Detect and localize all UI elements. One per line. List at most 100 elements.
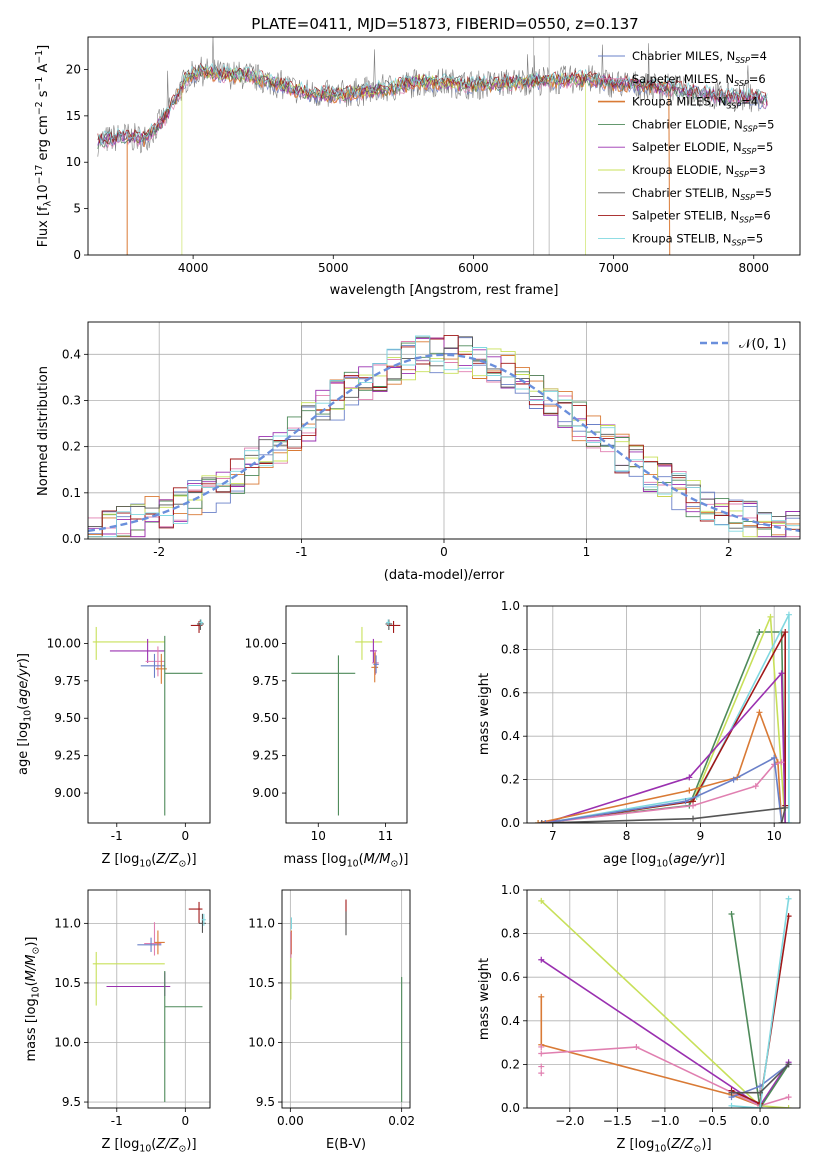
- y-tick-label: 0.2: [501, 1057, 520, 1071]
- legend-label-salpeter-miles: Salpeter MILES, NSSP=6: [632, 72, 766, 88]
- panel-residuals: -2 -1 0 1 2 0.0 0.1 0.2 0.3 0.4 𝒩(0, 1) (data-model…: [36, 321, 801, 583]
- legend-label-chabrier-miles: Chabrier MILES, NSSP=4: [632, 49, 767, 65]
- y-tick-label: 10.00: [245, 636, 279, 650]
- marker-salpeter-elodie: [538, 956, 545, 963]
- line-kroupa-miles: [537, 709, 783, 823]
- marker-salpeter-miles: [538, 1050, 545, 1057]
- x-tick-label: 0: [440, 545, 448, 559]
- x-axis-label: (data-model)/error: [384, 568, 505, 583]
- y-tick-label: 0.8: [501, 642, 520, 656]
- marker-kroupa-miles: [756, 709, 763, 716]
- model-kroupa-miles: [126, 66, 671, 255]
- y-tick-label: 0.6: [501, 970, 520, 984]
- axes-frame: [285, 605, 408, 824]
- x-axis-label: Z [log10(Z/Z⊙)]: [101, 1137, 196, 1154]
- axes-frame: [87, 321, 801, 540]
- x-tick-label: 0: [182, 829, 190, 843]
- legend-label-salpeter-elodie: Salpeter ELODIE, NSSP=5: [632, 140, 773, 156]
- line-salpeter-elodie: [545, 671, 786, 823]
- line-salpeter-miles: [541, 1046, 789, 1107]
- marker-chabrier-stelib: [778, 820, 785, 823]
- y-tick-label: 20: [66, 62, 81, 76]
- legend-label-kroupa-elodie: Kroupa ELODIE, NSSP=3: [632, 163, 766, 179]
- panel-mass_vs_Z: -1 0 9.5 10.0 10.5 11.0 Z [log10(Z/Z⊙)] mass [l…: [24, 889, 211, 1154]
- x-tick-label: 11: [378, 829, 393, 843]
- x-tick-label: −1.5: [603, 1114, 632, 1128]
- marker-chabrier-miles: [730, 776, 737, 783]
- x-tick-label: 0.02: [388, 1114, 415, 1128]
- x-tick-label: 1: [583, 545, 591, 559]
- y-tick-label: 9.5: [256, 1095, 275, 1109]
- line-kroupa-elodie: [545, 616, 786, 823]
- x-tick-label: −2.0: [555, 1114, 584, 1128]
- y-tick-label: 9.25: [54, 749, 81, 763]
- normal-curve: [88, 353, 800, 533]
- marker-salpeter-elodie: [686, 774, 693, 781]
- y-tick-label: 5: [73, 202, 81, 216]
- marker-salpeter-miles: [785, 1094, 792, 1101]
- x-tick-label: 0.00: [277, 1114, 304, 1128]
- marker-kroupa-miles: [538, 993, 545, 1000]
- y-tick-label: 9.25: [252, 749, 279, 763]
- x-tick-label: -2: [153, 545, 165, 559]
- marker-chabrier-miles: [771, 754, 778, 761]
- marker-salpeter-miles: [633, 1043, 640, 1050]
- plot-area: [535, 611, 792, 823]
- axes-frame: [281, 889, 411, 1109]
- plot-area: [538, 895, 792, 1108]
- x-axis-label: mass [log10(M/M⊙)]: [284, 852, 409, 869]
- panel-age_vs_Z: -1 0 9.00 9.25 9.50 9.75 10.00 Z [log10(Z/Z⊙)] a…: [16, 605, 211, 869]
- y-axis-label: mass weight: [477, 673, 492, 755]
- legend-label-chabrier-stelib: Chabrier STELIB, NSSP=5: [632, 186, 772, 202]
- y-tick-label: 1.0: [501, 883, 520, 897]
- x-tick-label: 7: [549, 829, 557, 843]
- line-kroupa-miles: [540, 996, 761, 1107]
- line-chabrier-stelib: [541, 806, 787, 823]
- x-tick-label: 10: [767, 829, 782, 843]
- marker-chabrier-miles: [682, 798, 689, 805]
- axes-frame: [526, 605, 801, 824]
- plot-area: [92, 901, 206, 1103]
- x-tick-label: 8: [623, 829, 631, 843]
- x-axis-label: E(B-V): [326, 1137, 366, 1152]
- y-tick-label: 0.3: [62, 393, 81, 407]
- marker-kroupa-elodie: [785, 1105, 792, 1108]
- y-tick-label: 10.5: [248, 976, 275, 990]
- marker-chabrier-stelib: [757, 1089, 764, 1096]
- marker-kroupa-stelib: [757, 1105, 764, 1108]
- line-chabrier-elodie: [538, 631, 786, 823]
- plot-area: [290, 899, 403, 1103]
- x-tick-label: −1.0: [650, 1114, 679, 1128]
- y-tick-label: 0.4: [501, 729, 520, 743]
- marker-chabrier-miles: [542, 820, 549, 823]
- y-tick-label: 0.0: [62, 532, 81, 546]
- line-chabrier-elodie: [730, 913, 790, 1108]
- legend: Chabrier MILES, NSSP=4 Salpeter MILES, NS…: [598, 49, 774, 247]
- x-tick-label: 7000: [598, 261, 629, 275]
- y-tick-label: 9.50: [252, 711, 279, 725]
- marker-kroupa-elodie: [538, 897, 545, 904]
- marker-salpeter-elodie: [782, 820, 789, 823]
- marker-kroupa-miles: [686, 787, 693, 794]
- y-axis-label: Normed distribution: [36, 366, 51, 496]
- x-tick-label: -1: [111, 1114, 123, 1128]
- marker-salpeter-miles: [538, 1063, 545, 1070]
- x-axis-label: Z [log10(Z/Z⊙)]: [101, 852, 196, 869]
- y-tick-label: 0.4: [62, 347, 81, 361]
- y-tick-label: 9.75: [54, 674, 81, 688]
- histogram-chabrier-stelib: [88, 336, 800, 529]
- marker-chabrier-elodie: [756, 629, 763, 636]
- x-axis-label: age [log10(age/yr)]: [603, 852, 725, 869]
- x-tick-label: 6000: [458, 261, 489, 275]
- x-axis-label: wavelength [Angstrom, rest frame]: [330, 283, 559, 298]
- x-tick-label: 2: [725, 545, 733, 559]
- y-tick-label: 9.75: [252, 674, 279, 688]
- x-tick-label: 9: [697, 829, 705, 843]
- x-tick-label: -1: [296, 545, 308, 559]
- model-chabrier-stelib: [97, 64, 768, 144]
- marker-salpeter-stelib: [782, 629, 789, 636]
- marker-salpeter-miles: [538, 1043, 545, 1050]
- y-tick-label: 0.4: [501, 1014, 520, 1028]
- y-tick-label: 10.00: [47, 636, 81, 650]
